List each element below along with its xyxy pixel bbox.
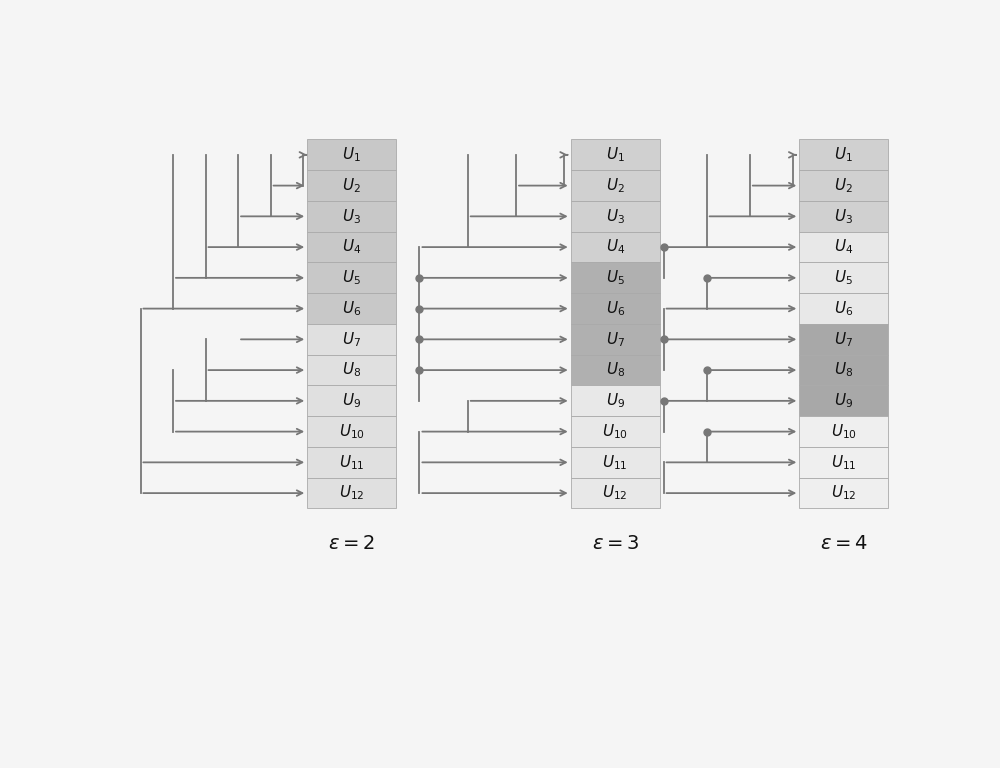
Text: $U_{4}$: $U_{4}$ [834, 238, 853, 257]
Bar [307, 386, 396, 416]
Bar [571, 201, 660, 232]
Text: $U_{11}$: $U_{11}$ [339, 453, 365, 472]
Text: $U_{7}$: $U_{7}$ [342, 330, 361, 349]
Text: $U_{3}$: $U_{3}$ [606, 207, 625, 226]
Text: $U_{1}$: $U_{1}$ [834, 145, 853, 164]
Bar [307, 324, 396, 355]
Bar [799, 263, 888, 293]
Text: $U_{8}$: $U_{8}$ [342, 361, 361, 379]
Bar [307, 232, 396, 263]
Text: $U_{5}$: $U_{5}$ [834, 269, 853, 287]
Text: $U_{6}$: $U_{6}$ [834, 300, 853, 318]
Bar [307, 447, 396, 478]
Bar [571, 447, 660, 478]
Bar [571, 478, 660, 508]
Bar [307, 201, 396, 232]
Text: $U_{9}$: $U_{9}$ [606, 392, 625, 410]
Text: $\varepsilon = 4$: $\varepsilon = 4$ [820, 535, 868, 553]
Text: $U_{6}$: $U_{6}$ [342, 300, 361, 318]
Bar [799, 232, 888, 263]
Text: $U_{7}$: $U_{7}$ [606, 330, 625, 349]
Text: $U_{2}$: $U_{2}$ [606, 176, 625, 195]
Bar [571, 232, 660, 263]
Bar [799, 447, 888, 478]
Bar [799, 478, 888, 508]
Text: $U_{8}$: $U_{8}$ [606, 361, 625, 379]
Text: $U_{4}$: $U_{4}$ [342, 238, 361, 257]
Text: $U_{12}$: $U_{12}$ [831, 484, 857, 502]
Bar [799, 293, 888, 324]
Bar [307, 263, 396, 293]
Bar [571, 293, 660, 324]
Bar [571, 324, 660, 355]
Text: $U_{7}$: $U_{7}$ [834, 330, 853, 349]
Bar [799, 140, 888, 170]
Text: $U_{2}$: $U_{2}$ [834, 176, 853, 195]
Text: $\varepsilon = 2$: $\varepsilon = 2$ [328, 535, 375, 553]
Bar [307, 293, 396, 324]
Text: $U_{5}$: $U_{5}$ [606, 269, 625, 287]
Bar [307, 140, 396, 170]
Text: $U_{3}$: $U_{3}$ [342, 207, 361, 226]
Bar [799, 416, 888, 447]
Text: $U_{4}$: $U_{4}$ [606, 238, 625, 257]
Text: $U_{10}$: $U_{10}$ [602, 422, 628, 441]
Text: $U_{1}$: $U_{1}$ [342, 145, 361, 164]
Bar [799, 386, 888, 416]
Text: $U_{11}$: $U_{11}$ [602, 453, 628, 472]
Bar [799, 170, 888, 201]
Text: $U_{11}$: $U_{11}$ [831, 453, 857, 472]
Text: $U_{1}$: $U_{1}$ [606, 145, 625, 164]
Bar [307, 478, 396, 508]
Text: $\varepsilon = 3$: $\varepsilon = 3$ [592, 535, 639, 553]
Text: $U_{12}$: $U_{12}$ [339, 484, 365, 502]
Text: $U_{5}$: $U_{5}$ [342, 269, 361, 287]
Bar [307, 170, 396, 201]
Text: $U_{6}$: $U_{6}$ [606, 300, 625, 318]
Text: $U_{10}$: $U_{10}$ [831, 422, 857, 441]
Text: $U_{3}$: $U_{3}$ [834, 207, 853, 226]
Bar [799, 324, 888, 355]
Text: $U_{9}$: $U_{9}$ [834, 392, 853, 410]
Text: $U_{9}$: $U_{9}$ [342, 392, 361, 410]
Text: $U_{10}$: $U_{10}$ [339, 422, 365, 441]
Bar [799, 201, 888, 232]
Bar [307, 355, 396, 386]
Bar [571, 416, 660, 447]
Bar [307, 416, 396, 447]
Bar [571, 140, 660, 170]
Bar [799, 355, 888, 386]
Text: $U_{8}$: $U_{8}$ [834, 361, 853, 379]
Bar [571, 386, 660, 416]
Text: $U_{12}$: $U_{12}$ [602, 484, 628, 502]
Bar [571, 263, 660, 293]
Text: $U_{2}$: $U_{2}$ [342, 176, 361, 195]
Bar [571, 170, 660, 201]
Bar [571, 355, 660, 386]
